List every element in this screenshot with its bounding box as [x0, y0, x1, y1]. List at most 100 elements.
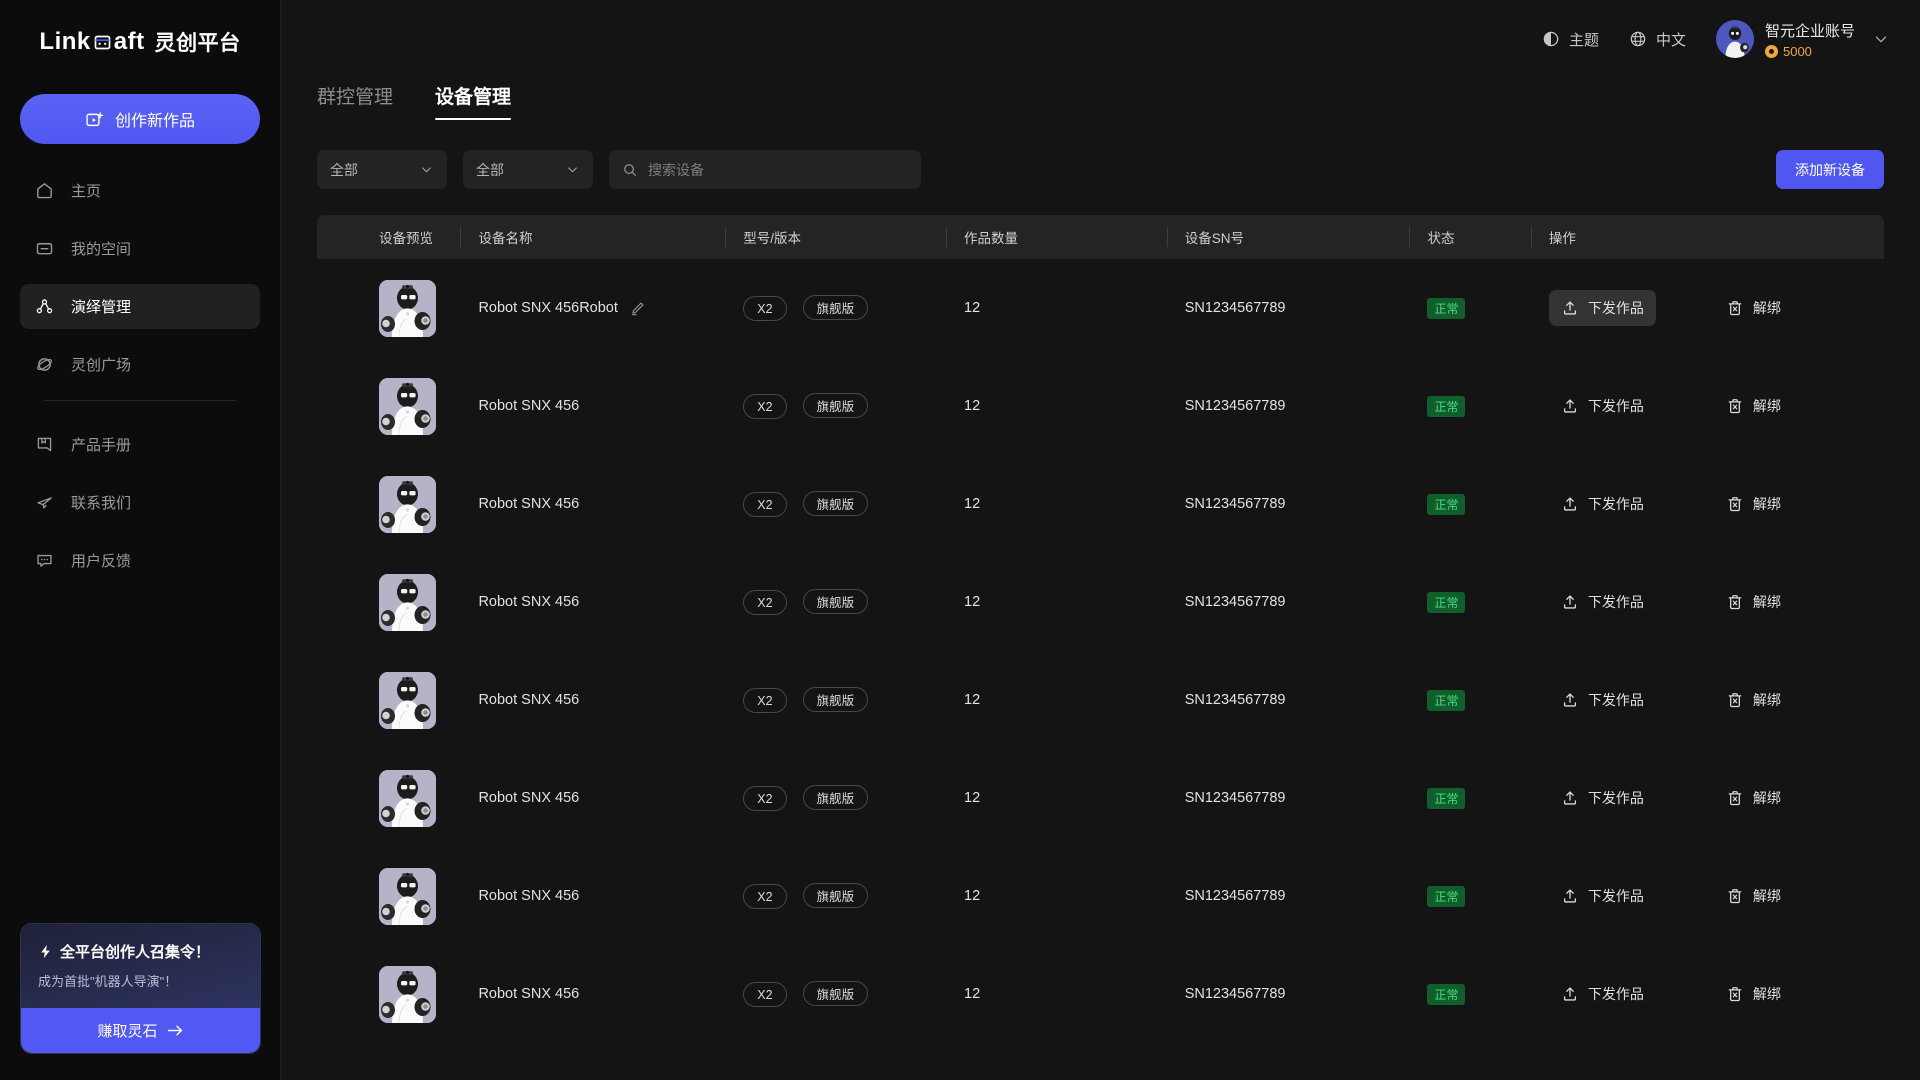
sidebar-divider — [44, 400, 236, 401]
publish-work-label: 下发作品 — [1587, 300, 1644, 316]
search-box[interactable] — [609, 150, 921, 189]
publish-work-button[interactable]: 下发作品 — [1549, 878, 1656, 914]
status-badge: 正常 — [1427, 591, 1466, 613]
version-badge: 旗舰版 — [802, 294, 869, 320]
unbind-label: 解绑 — [1752, 986, 1781, 1002]
unbind-button[interactable]: 解绑 — [1714, 388, 1793, 424]
chevron-down-icon — [565, 162, 580, 177]
sidebar-item-performance-management-label: 演绎管理 — [71, 299, 132, 316]
publish-work-button[interactable]: 下发作品 — [1548, 290, 1656, 326]
search-input[interactable] — [648, 161, 908, 178]
pencil-icon[interactable] — [629, 300, 646, 317]
model-badge: X2 — [743, 590, 787, 616]
page-tabs: 群控管理 设备管理 — [281, 78, 1920, 120]
language-switcher-label: 中文 — [1655, 31, 1686, 49]
sidebar-item-home[interactable]: 主页 — [20, 168, 260, 213]
unbind-button[interactable]: 解绑 — [1714, 290, 1793, 326]
cell-name: Robot SNX 456 — [460, 749, 725, 847]
sidebar-item-contact[interactable]: 联系我们 — [20, 480, 260, 525]
unbind-button[interactable]: 解绑 — [1714, 878, 1793, 914]
cell-status: 正常 — [1409, 259, 1530, 357]
table-row[interactable]: Robot SNX 456 X2 旗舰版 12 SN1234567789 正常 — [317, 945, 1884, 1043]
sidebar-item-feedback-label: 用户反馈 — [71, 553, 132, 570]
table-row[interactable]: Robot SNX 456 X2 旗舰版 12 SN1234567789 正常 — [317, 455, 1884, 553]
cell-name: Robot SNX 456 — [460, 553, 725, 651]
table-row[interactable]: Robot SNX 456Robot X2 旗舰版 12 SN123456778… — [317, 259, 1884, 357]
table-row[interactable]: Robot SNX 456 X2 旗舰版 12 SN1234567789 正常 — [317, 553, 1884, 651]
upload-icon — [1561, 789, 1579, 807]
device-table-header: 设备预览 设备名称 型号/版本 作品数量 设备SN号 状态 操作 — [317, 215, 1884, 259]
cell-count: 12 — [946, 259, 1167, 357]
unbind-button[interactable]: 解绑 — [1714, 780, 1793, 816]
folder-icon — [34, 238, 55, 259]
cell-status: 正常 — [1409, 651, 1530, 749]
promo-card: 全平台创作人召集令！ 成为首批"机器人导演"！ 赚取灵石 — [20, 923, 261, 1054]
table-row[interactable]: Robot SNX 456 X2 旗舰版 12 SN1234567789 正常 — [317, 749, 1884, 847]
sidebar-item-performance-management[interactable]: 演绎管理 — [20, 284, 260, 329]
filter-select-one[interactable]: 全部 — [317, 150, 447, 189]
trash-icon — [1726, 299, 1744, 317]
cell-preview — [317, 749, 460, 847]
language-switcher[interactable]: 中文 — [1629, 29, 1686, 50]
column-header-status: 状态 — [1409, 215, 1531, 259]
trash-icon — [1726, 593, 1744, 611]
sidebar-item-plaza[interactable]: 灵创广场 — [20, 342, 260, 387]
column-header-model: 型号/版本 — [725, 215, 946, 259]
unbind-button[interactable]: 解绑 — [1714, 584, 1793, 620]
publish-work-label: 下发作品 — [1587, 692, 1644, 708]
sidebar-item-manual[interactable]: 产品手册 — [20, 422, 260, 467]
main-content: 主题 中文 — [281, 0, 1920, 1080]
cell-preview — [317, 357, 460, 455]
model-badge: X2 — [743, 492, 787, 518]
table-row[interactable]: Robot SNX 456 X2 旗舰版 12 SN1234567789 正常 — [317, 651, 1884, 749]
create-new-work-label: 创作新作品 — [114, 113, 195, 130]
cell-name: Robot SNX 456 — [460, 357, 725, 455]
trash-icon — [1726, 887, 1744, 905]
work-count: 12 — [964, 398, 981, 414]
unbind-button[interactable]: 解绑 — [1714, 486, 1793, 522]
add-device-button[interactable]: 添加新设备 — [1776, 150, 1884, 189]
column-header-count: 作品数量 — [946, 215, 1167, 259]
sidebar-item-my-space[interactable]: 我的空间 — [20, 226, 260, 271]
cell-sn: SN1234567789 — [1167, 945, 1410, 1043]
unbind-button[interactable]: 解绑 — [1714, 682, 1793, 718]
table-row[interactable]: Robot SNX 456 X2 旗舰版 12 SN1234567789 正常 — [317, 847, 1884, 945]
version-badge: 旗舰版 — [802, 686, 869, 712]
cell-action: 下发作品 解绑 — [1531, 847, 1884, 945]
publish-work-label: 下发作品 — [1587, 888, 1644, 904]
device-sn: SN1234567789 — [1184, 986, 1286, 1002]
publish-work-button[interactable]: 下发作品 — [1549, 682, 1656, 718]
cell-model: X2 旗舰版 — [725, 651, 946, 749]
create-new-work-button[interactable]: 创作新作品 — [20, 94, 260, 144]
device-table-body: Robot SNX 456Robot X2 旗舰版 12 SN123456778… — [317, 259, 1884, 1043]
tab-device-management[interactable]: 设备管理 — [435, 82, 512, 120]
unbind-button[interactable]: 解绑 — [1714, 976, 1793, 1012]
brand-logo: Link aft 灵创平台 — [0, 0, 280, 78]
column-header-action: 操作 — [1530, 215, 1884, 259]
theme-toggle-label: 主题 — [1568, 31, 1599, 49]
publish-work-button[interactable]: 下发作品 — [1549, 780, 1656, 816]
cell-count: 12 — [946, 357, 1167, 455]
theme-toggle[interactable]: 主题 — [1542, 29, 1599, 50]
status-badge: 正常 — [1427, 395, 1466, 417]
publish-work-button[interactable]: 下发作品 — [1549, 976, 1656, 1012]
device-name: Robot SNX 456 — [478, 496, 580, 512]
chevron-down-icon[interactable] — [1872, 30, 1890, 48]
promo-cta-button[interactable]: 赚取灵石 — [21, 1008, 260, 1053]
account-menu[interactable]: 智元企业账号 5000 — [1715, 20, 1890, 59]
nodes-icon — [34, 296, 55, 317]
device-table-container: 设备预览 设备名称 型号/版本 作品数量 设备SN号 状态 操作 — [281, 189, 1920, 1080]
promo-card-body: 全平台创作人召集令！ 成为首批"机器人导演"！ — [21, 924, 260, 1008]
cell-name: Robot SNX 456 — [460, 847, 725, 945]
work-count: 12 — [964, 300, 981, 316]
sidebar-item-feedback[interactable]: 用户反馈 — [20, 538, 260, 583]
tab-group-control[interactable]: 群控管理 — [317, 87, 394, 108]
publish-work-button[interactable]: 下发作品 — [1549, 388, 1656, 424]
table-row[interactable]: Robot SNX 456 X2 旗舰版 12 SN1234567789 正常 — [317, 357, 1884, 455]
sidebar-item-manual-label: 产品手册 — [71, 437, 132, 454]
filter-select-two[interactable]: 全部 — [463, 150, 593, 189]
publish-work-button[interactable]: 下发作品 — [1549, 584, 1656, 620]
account-coins-value: 5000 — [1782, 43, 1812, 59]
publish-work-button[interactable]: 下发作品 — [1549, 486, 1656, 522]
